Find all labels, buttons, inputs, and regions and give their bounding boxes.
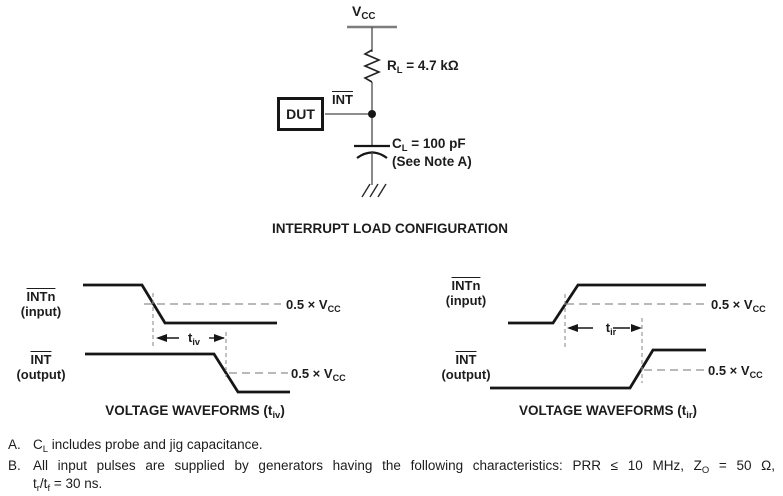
pullup-resistor-symbol [362,49,382,83]
right-output-ref-label: 0.5 × VCC [708,363,763,380]
left-input-ref-label: 0.5 × VCC [286,297,341,314]
left-output-ref-sub: CC [332,372,346,383]
note-a-rest: includes probe and jig capacitance. [48,437,263,452]
right-input-signal-label: INTn (input) [438,278,494,308]
cl-base: C [392,136,402,151]
note-b-tf-base: /t [39,476,48,491]
tiv-label: tiv [181,330,207,347]
left-input-ref-sub: CC [327,303,341,314]
int-pin-text: INT [332,92,353,107]
note-b-value: = 30 ns. [50,476,103,491]
left-input-signal-name: INTn [26,289,56,304]
left-waveform-caption: VOLTAGE WAVEFORMS (tiv) [85,403,305,422]
vcc-base: V [352,3,362,19]
note-b-zo-sub: O [701,465,710,477]
see-note-label: (See Note A) [392,154,472,169]
note-a-label-text: A. [8,437,21,452]
dut-box: DUT [277,97,324,131]
note-a-text: CL includes probe and jig capacitance. [33,437,263,456]
cl-subscript: L [401,143,408,155]
rl-value: = 4.7 kΩ [402,58,459,73]
left-output-signal-name: INT [30,352,52,367]
note-b-line1: All input pulses are supplied by generat… [33,458,776,477]
dut-label: DUT [286,106,315,122]
right-input-signal-name: INTn [451,278,481,293]
load-circuit [325,25,397,198]
ground-symbol [361,183,387,198]
note-b-line2: tr/tf = 30 ns. [33,476,103,495]
right-input-ref-sub: CC [752,303,766,314]
note-b-tr-sub: r [36,483,40,495]
vcc-subscript: CC [361,11,376,23]
tiv-base: t [188,330,193,345]
left-output-role: (output) [16,367,66,382]
left-caption-sub: iv [272,410,281,422]
left-output-ref-text: 0.5 × V [291,366,333,381]
rl-base: R [387,58,397,73]
vcc-label: VCC [352,3,376,23]
cl-value: = 100 pF [407,136,466,151]
right-caption-sub: ir [686,410,693,422]
note-b-tf-sub: f [47,483,51,495]
note-b-rest: = 50 Ω, [709,458,776,473]
right-output-signal-label: INT (output) [436,352,496,382]
waveform-left-group [83,283,290,394]
tir-dimension-arrows [567,324,642,332]
right-caption-pre: VOLTAGE WAVEFORMS (t [518,403,687,418]
left-caption-post: ) [280,403,285,418]
left-output-waveform [85,352,290,394]
left-input-signal-label: INTn (input) [14,289,68,319]
rl-subscript: L [396,65,403,77]
see-note-text: (See Note A) [392,154,472,169]
right-input-role: (input) [445,293,487,308]
int-pin-label: INT [332,92,353,107]
left-caption-pre: VOLTAGE WAVEFORMS (t [105,403,273,418]
right-waveform-caption: VOLTAGE WAVEFORMS (tir) [498,403,718,422]
right-output-ref-sub: CC [749,369,763,380]
left-input-waveform [83,283,277,325]
right-output-role: (output) [441,367,491,382]
note-b-label: B. [8,458,21,473]
tiv-subscript: iv [192,336,200,347]
tir-subscript: ir [610,326,617,337]
left-output-ref-label: 0.5 × VCC [291,366,346,383]
left-input-role: (input) [20,304,62,319]
left-input-ref-text: 0.5 × V [286,297,328,312]
note-b-label-text: B. [8,458,21,473]
circuit-caption: INTERRUPT LOAD CONFIGURATION [250,221,530,236]
junction-dot [368,110,376,118]
right-output-signal-name: INT [455,352,477,367]
right-output-ref-text: 0.5 × V [708,363,750,378]
right-input-ref-text: 0.5 × V [711,297,753,312]
tir-base: t [605,320,611,335]
note-a-label: A. [8,437,21,452]
tiv-dimension-arrows [156,334,225,342]
cl-value-label: CL = 100 pF [392,136,466,155]
note-a-cl-sub: L [42,444,48,456]
right-input-ref-label: 0.5 × VCC [711,297,766,314]
note-b-tr-base: t [33,476,37,491]
rl-value-label: RL = 4.7 kΩ [387,58,459,77]
right-output-waveform [490,348,706,390]
note-b-pre: All input pulses are supplied by generat… [33,458,702,473]
right-caption-post: ) [692,403,698,418]
note-a-cl-base: C [33,437,43,452]
circuit-caption-text: INTERRUPT LOAD CONFIGURATION [272,221,508,236]
tir-label: tir [597,320,625,337]
waveform-right-group [490,283,706,390]
left-output-signal-label: INT (output) [10,352,72,382]
